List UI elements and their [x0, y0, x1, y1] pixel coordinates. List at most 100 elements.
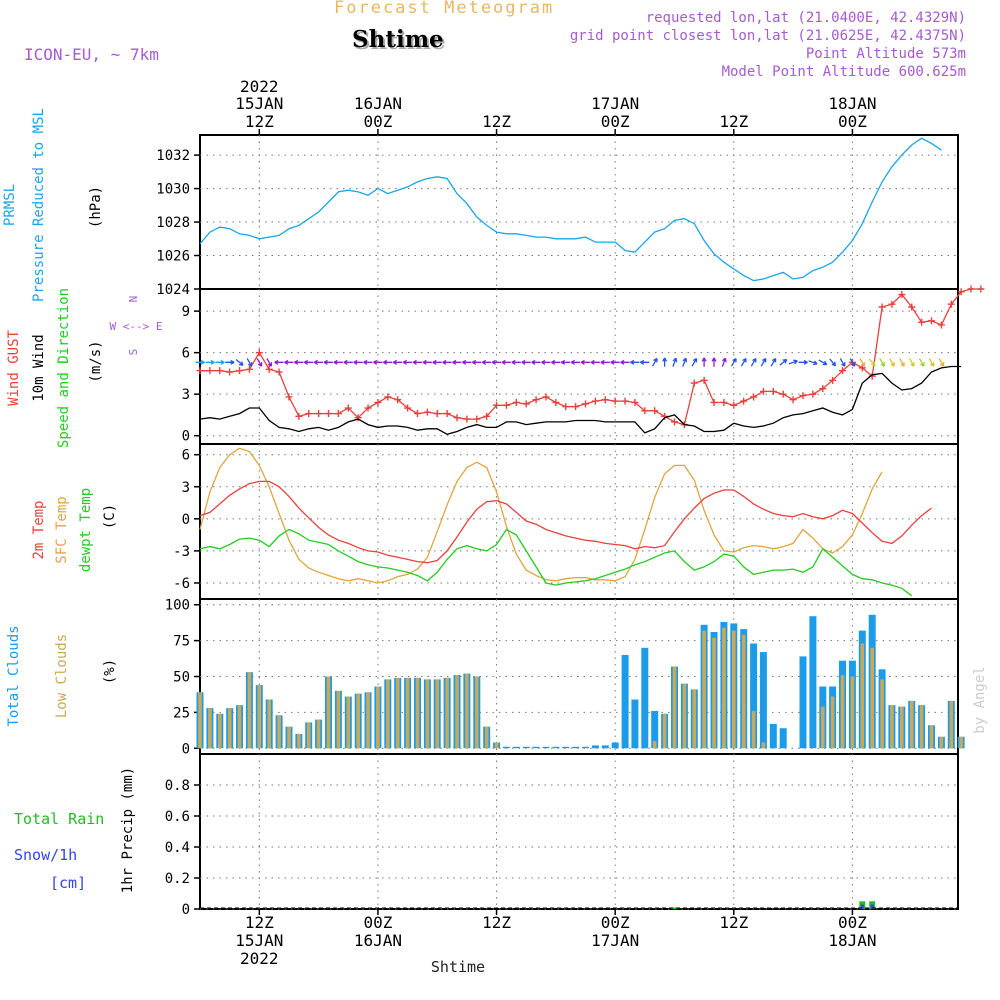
low-cloud-bar — [860, 643, 865, 749]
gust-marker — [700, 376, 708, 384]
total-cloud-bar — [641, 647, 649, 749]
wind-direction-arrow — [839, 358, 846, 367]
location-title: Shtime — [352, 26, 444, 53]
total-cloud-bar — [621, 655, 629, 749]
wind-direction-arrow — [691, 357, 698, 367]
y-tick-label: 0.8 — [165, 778, 190, 794]
footer-location: Shtime — [431, 958, 485, 976]
wind-direction-arrow — [343, 359, 353, 365]
panel-pressure: 1024 1026 1028 1030 1032 PRMSL Pressure Reduce… — [2, 108, 959, 302]
low-cloud-bar — [702, 630, 706, 749]
gust-marker — [552, 398, 560, 406]
gust-marker — [394, 396, 402, 404]
gust-marker — [226, 368, 234, 376]
low-cloud-bar — [919, 705, 924, 749]
prmsl-line — [199, 137, 942, 282]
gust-marker — [927, 317, 935, 325]
wind-direction-arrow — [750, 357, 757, 367]
grid-point: grid point closest lon,lat (21.0625E, 42… — [569, 28, 966, 44]
total-cloud-bar — [611, 742, 619, 749]
unit-label: (%) — [102, 659, 118, 684]
gust-marker — [779, 390, 787, 398]
gust-marker — [582, 400, 590, 408]
gust-marker — [325, 410, 333, 418]
gust-marker — [710, 398, 718, 406]
y-tick-label: 0.4 — [165, 840, 190, 856]
gust-marker — [305, 410, 313, 418]
y-tick-label: 1026 — [156, 249, 190, 265]
gust-marker — [947, 300, 955, 308]
gust-marker — [483, 412, 491, 420]
wind-direction-arrow — [908, 358, 915, 367]
wind-direction-arrow — [313, 359, 324, 365]
panel-wind: 0 3 6 9 Wind GUST 10m Wind Speed and Direction… — [6, 285, 985, 448]
gust-marker — [819, 385, 827, 393]
low-cloud-bar — [751, 710, 756, 749]
gust-marker — [315, 410, 323, 418]
gust-marker — [967, 285, 975, 293]
model-label: ICON-EU, ~ 7km — [24, 45, 159, 64]
low-cloud-bar — [840, 675, 845, 749]
y-tick-label: 0.2 — [165, 871, 190, 887]
panel-frame — [199, 288, 959, 445]
model-altitude: Model Point Altitude 600.625m — [721, 64, 966, 80]
gust-marker — [354, 414, 362, 422]
low-cloud-bar — [741, 634, 746, 749]
total-cloud-bar — [522, 746, 530, 749]
y-axis-label: 10m Wind — [31, 334, 47, 401]
low-cloud-bar — [939, 736, 944, 749]
total-cloud-bar — [512, 746, 520, 749]
gust-marker — [759, 387, 767, 395]
wind-direction-arrow — [392, 359, 403, 365]
wind-line — [199, 365, 962, 435]
low-cloud-bar — [366, 692, 370, 749]
gust-marker — [631, 398, 639, 406]
gust-marker — [769, 387, 777, 395]
wind-direction-arrow — [521, 359, 531, 365]
top-time-label: 15JAN — [235, 94, 283, 113]
gust-marker — [413, 410, 421, 418]
bottom-time-label: 00Z — [363, 913, 392, 932]
total-cloud-bar — [769, 723, 777, 749]
wind-direction-arrow — [889, 358, 895, 367]
bottom-time-label: 15JAN — [235, 931, 283, 950]
gust-marker — [601, 396, 609, 404]
wind-direction-arrow — [711, 357, 717, 367]
wind-direction-arrow — [432, 359, 442, 365]
unit-label: (m/s) — [88, 340, 104, 382]
low-cloud-bar — [761, 742, 766, 749]
wind-direction-arrow — [798, 359, 808, 365]
wind-direction-arrow — [363, 359, 373, 365]
wind-direction-arrow — [630, 359, 640, 365]
low-cloud-bar — [267, 699, 271, 749]
low-cloud-bar — [484, 726, 489, 749]
total-cloud-bar — [759, 652, 767, 749]
y-axis-label: 2m Temp — [31, 500, 47, 559]
wind-direction-arrow — [402, 359, 413, 365]
top-time-label: 00Z — [363, 112, 392, 131]
legend-total-rain: Total Rain — [14, 810, 104, 828]
y-tick-label: 3 — [182, 480, 190, 496]
gust-marker — [295, 412, 303, 420]
gust-marker — [829, 376, 837, 384]
gust-marker — [522, 400, 530, 408]
y-tick-label: -3 — [173, 544, 190, 560]
low-cloud-bar — [376, 686, 380, 749]
y-axis-label: 1hr Precip (mm) — [120, 767, 136, 893]
y-axis-label: Total Clouds — [6, 625, 22, 726]
y-tick-label: 9 — [182, 304, 190, 320]
gust-marker — [957, 288, 965, 296]
wind-direction-arrow — [225, 359, 235, 365]
low-cloud-bar — [830, 696, 835, 749]
low-cloud-bar — [475, 676, 479, 749]
total-cloud-bar — [631, 699, 639, 749]
low-cloud-bar — [850, 676, 855, 749]
wind-direction-arrow — [868, 358, 876, 367]
wind-direction-arrow — [303, 359, 314, 365]
top-time-label: 18JAN — [828, 94, 876, 113]
gust-marker — [878, 303, 886, 311]
wind-direction-arrow — [899, 358, 905, 367]
wind-direction-arrow — [266, 358, 273, 367]
wind-direction-arrow — [294, 359, 304, 365]
wind-direction-arrow — [560, 359, 571, 365]
